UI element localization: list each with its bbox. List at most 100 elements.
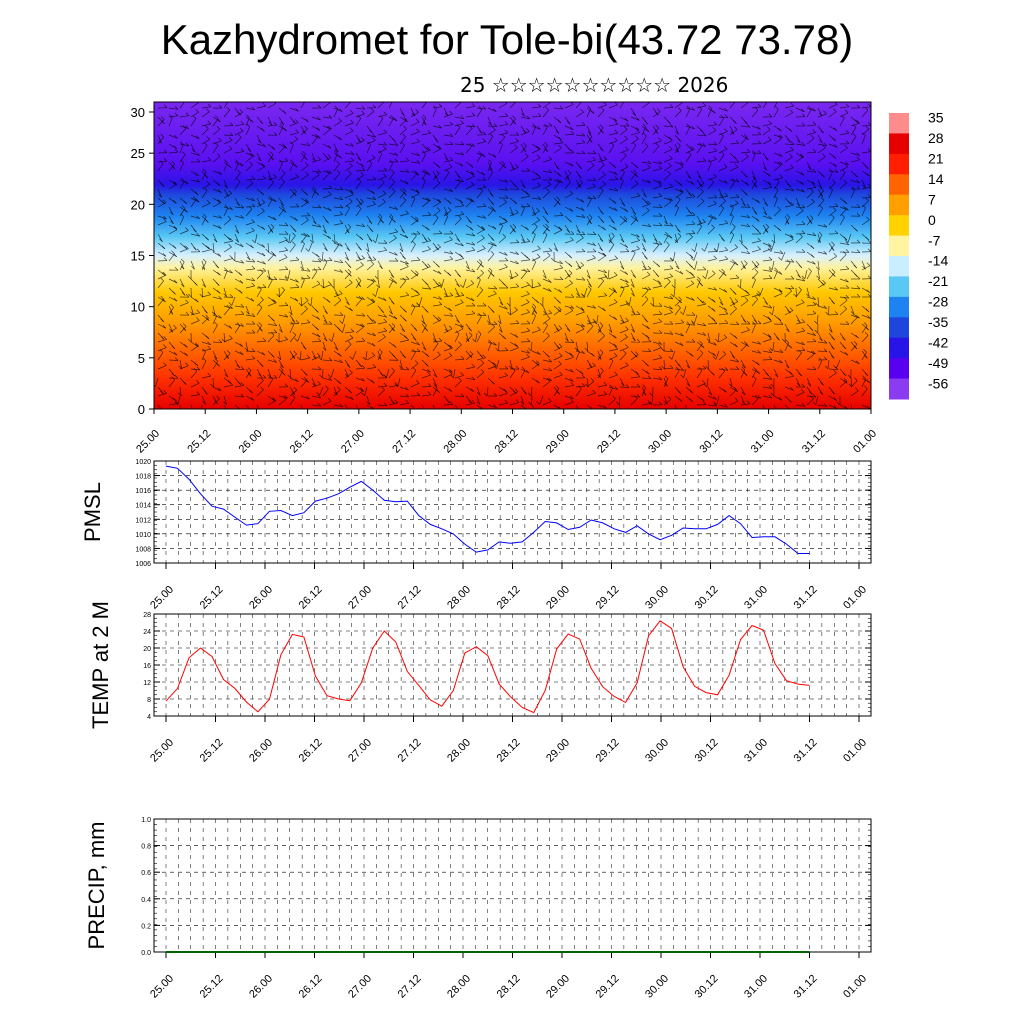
colorbar-swatch (889, 153, 909, 175)
x-tick-label: 29.12 (594, 737, 622, 765)
y-tick-label: 1020 (135, 459, 151, 466)
x-tick-label: 28.12 (493, 428, 521, 456)
y-axis-title: TEMP at 2 M (88, 601, 113, 729)
x-tick-label: 25.00 (134, 428, 162, 456)
x-tick-label: 01.00 (851, 428, 879, 456)
x-tick-label: 01.00 (841, 973, 869, 1001)
y-tick-label: 4 (147, 714, 151, 721)
y-tick-label: 20 (143, 646, 151, 653)
x-tick-label: 25.00 (148, 737, 176, 765)
x-tick-label: 28.00 (445, 584, 473, 612)
colorbar-swatch (889, 276, 909, 298)
y-tick-label: 0.8 (141, 844, 151, 851)
colorbar-label: 35 (928, 110, 944, 126)
x-tick-label: 29.12 (594, 584, 622, 612)
colorbar-swatch (889, 256, 909, 277)
colorbar-label: -49 (928, 355, 948, 371)
precip-panel: 0.0 0.2 0.4 0.6 0.8 1.0 25.00 25.12 26.00 26.12 27… (84, 817, 872, 1001)
y-tick-label: 0.2 (141, 923, 151, 930)
x-tick-label: 29.12 (594, 973, 622, 1001)
colorbar: 35 28 21 14 7 0 -7 -14 -21 -28 -35 -42 -49 -56 (889, 110, 948, 400)
x-tick-label: 28.00 (441, 428, 469, 456)
x-tick-label: 26.00 (247, 584, 275, 612)
x-tick-label: 25.12 (198, 584, 226, 612)
warm-core (429, 339, 553, 409)
colorbar-swatch (889, 358, 909, 380)
y-tick-label: 1.0 (141, 817, 151, 824)
colorbar-label: 28 (928, 130, 944, 146)
x-tick-label: 26.00 (247, 973, 275, 1001)
x-tick-label: 27.12 (396, 737, 424, 765)
x-tick-label: 25.12 (198, 973, 226, 1001)
y-tick-label: 1010 (135, 532, 151, 539)
x-tick-label: 25.12 (185, 428, 213, 456)
x-tick-label: 28.12 (495, 584, 523, 612)
colorbar-label: -42 (928, 334, 948, 350)
x-tick-label: 30.12 (693, 973, 721, 1001)
colorbar-label: -14 (928, 253, 948, 269)
x-tick-label: 26.00 (237, 428, 265, 456)
colorbar-label: -28 (928, 294, 948, 310)
pmsl-panel: 1006 1008 1010 1012 1014 1016 1018 1020 25.00 25.… (80, 459, 872, 612)
y-tick-label: 1014 (135, 503, 151, 510)
temp-panel: 4 8 12 16 20 24 28 25.00 25.12 26.00 26.12 27.00 27.… (88, 601, 872, 765)
x-tick-label: 31.00 (749, 428, 777, 456)
y-tick-label: 28 (143, 612, 151, 619)
y-tick-label: 15 (131, 249, 145, 264)
x-tick-label: 27.12 (390, 428, 418, 456)
warm-core (235, 339, 360, 409)
colorbar-swatch (889, 317, 909, 339)
x-tick-label: 01.00 (841, 737, 869, 765)
colorbar-label: 21 (928, 151, 944, 167)
x-tick-label: 26.12 (297, 737, 325, 765)
x-tick-label: 28.00 (445, 973, 473, 1001)
x-tick-label: 27.00 (339, 428, 367, 456)
colorbar-label: -7 (928, 232, 941, 248)
x-tick-label: 29.00 (544, 428, 572, 456)
x-tick-label: 26.00 (247, 737, 275, 765)
x-tick-label: 26.12 (288, 428, 316, 456)
x-tick-label: 31.12 (792, 737, 820, 765)
y-axis-title: PRECIP, mm (84, 822, 109, 950)
colorbar-label: 0 (928, 212, 936, 228)
x-tick-label: 29.00 (544, 584, 572, 612)
y-tick-label: 1018 (135, 474, 151, 481)
x-tick-label: 25.00 (148, 584, 176, 612)
x-tick-label: 30.00 (643, 737, 671, 765)
x-tick-label: 27.12 (396, 584, 424, 612)
y-tick-label: 1008 (135, 546, 151, 553)
y-tick-label: 0.6 (141, 870, 151, 877)
x-tick-label: 31.12 (792, 584, 820, 612)
x-tick-label: 31.12 (792, 973, 820, 1001)
x-tick-label: 28.12 (495, 737, 523, 765)
colorbar-swatch (889, 215, 909, 237)
colorbar-swatch (889, 337, 909, 359)
x-tick-label: 30.00 (643, 584, 671, 612)
x-tick-label: 25.00 (148, 973, 176, 1001)
y-tick-label: 20 (131, 197, 145, 212)
chart-subtitle: 25 ☆☆☆☆☆☆☆☆☆☆ 2026 (460, 73, 729, 97)
colorbar-swatch (889, 174, 909, 196)
y-tick-label: 1016 (135, 488, 151, 495)
x-tick-label: 31.12 (800, 428, 828, 456)
y-tick-label: 5 (138, 351, 145, 366)
x-tick-label: 01.00 (841, 584, 869, 612)
colorbar-swatch (889, 194, 909, 216)
warm-core (758, 339, 871, 409)
y-axis-title: PMSL (80, 482, 105, 542)
x-tick-label: 30.12 (693, 737, 721, 765)
colorbar-label: -35 (928, 314, 948, 330)
x-tick-label: 29.00 (544, 973, 572, 1001)
y-tick-label: 16 (143, 663, 151, 670)
x-tick-label: 31.00 (742, 973, 770, 1001)
x-tick-label: 26.12 (297, 584, 325, 612)
y-tick-label: 30 (131, 105, 145, 120)
heatmap-panel: 0 5 10 15 20 25 30 25.00 25.12 26.00 26.12 27.00 27.… (131, 101, 879, 456)
panel-frame (153, 460, 872, 564)
x-tick-label: 25.12 (198, 737, 226, 765)
x-tick-label: 30.00 (646, 428, 674, 456)
wind-barbs (154, 102, 871, 409)
y-tick-label: 24 (143, 629, 151, 636)
y-tick-label: 1006 (135, 561, 151, 568)
